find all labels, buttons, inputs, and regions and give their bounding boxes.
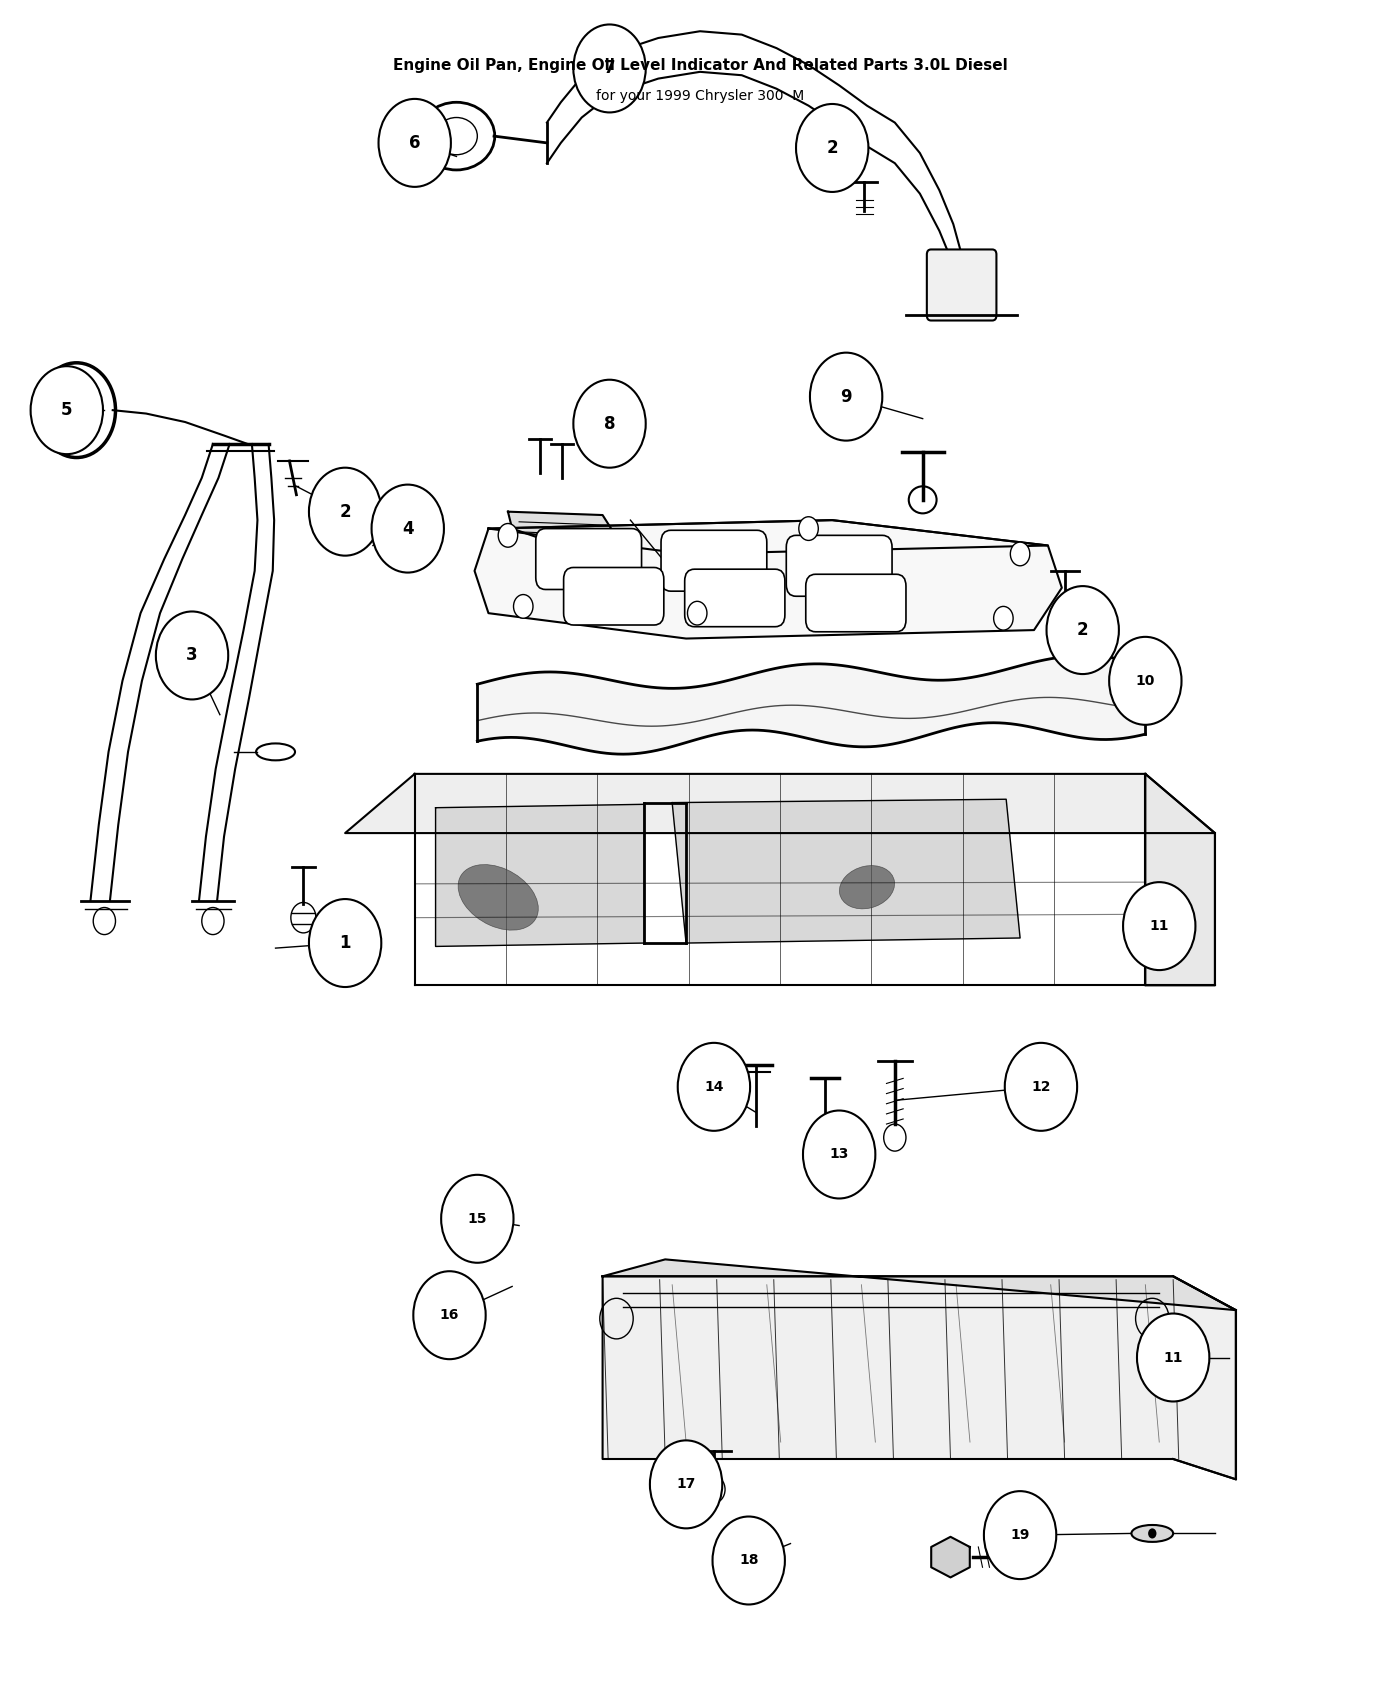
- Circle shape: [678, 1042, 750, 1130]
- Text: 9: 9: [840, 388, 853, 406]
- Text: for your 1999 Chrysler 300  M: for your 1999 Chrysler 300 M: [596, 88, 804, 102]
- Text: 11: 11: [1163, 1350, 1183, 1365]
- Text: Engine Oil Pan, Engine Oil Level Indicator And Related Parts 3.0L Diesel: Engine Oil Pan, Engine Oil Level Indicat…: [392, 58, 1008, 73]
- Text: 3: 3: [186, 646, 197, 665]
- Text: 12: 12: [1032, 1080, 1051, 1093]
- Circle shape: [371, 484, 444, 573]
- Circle shape: [1109, 638, 1182, 724]
- Circle shape: [1047, 586, 1119, 675]
- FancyBboxPatch shape: [661, 530, 767, 592]
- Text: 13: 13: [829, 1148, 848, 1161]
- Text: 1: 1: [339, 933, 351, 952]
- Text: 10: 10: [1135, 673, 1155, 689]
- Circle shape: [687, 602, 707, 626]
- Circle shape: [1011, 542, 1030, 566]
- Circle shape: [441, 1175, 514, 1263]
- Circle shape: [797, 104, 868, 192]
- Polygon shape: [477, 656, 1145, 755]
- Circle shape: [31, 366, 104, 454]
- Circle shape: [804, 1110, 875, 1198]
- Polygon shape: [508, 512, 616, 546]
- Circle shape: [155, 612, 228, 699]
- Ellipse shape: [840, 865, 895, 910]
- FancyBboxPatch shape: [564, 568, 664, 626]
- Ellipse shape: [1131, 1525, 1173, 1542]
- Circle shape: [413, 1272, 486, 1360]
- Circle shape: [984, 1491, 1056, 1579]
- Circle shape: [713, 1516, 785, 1605]
- Circle shape: [811, 352, 882, 440]
- Polygon shape: [1145, 774, 1215, 986]
- Circle shape: [650, 1440, 722, 1528]
- Text: 11: 11: [1149, 920, 1169, 933]
- Text: 7: 7: [603, 60, 616, 78]
- Polygon shape: [475, 520, 1061, 639]
- Circle shape: [309, 468, 381, 556]
- Text: 8: 8: [603, 415, 615, 434]
- Text: 2: 2: [1077, 620, 1089, 639]
- Text: 18: 18: [739, 1554, 759, 1567]
- Ellipse shape: [458, 865, 539, 930]
- Circle shape: [514, 595, 533, 619]
- Polygon shape: [602, 1260, 1236, 1311]
- FancyBboxPatch shape: [927, 250, 997, 321]
- Polygon shape: [346, 774, 1215, 833]
- Text: 14: 14: [704, 1080, 724, 1093]
- Text: 2: 2: [339, 503, 351, 520]
- FancyBboxPatch shape: [806, 575, 906, 632]
- FancyBboxPatch shape: [685, 570, 785, 627]
- Text: 2: 2: [826, 139, 839, 156]
- Circle shape: [994, 607, 1014, 631]
- Circle shape: [1005, 1042, 1077, 1130]
- Text: 5: 5: [62, 401, 73, 420]
- Polygon shape: [672, 799, 1021, 944]
- Text: 15: 15: [468, 1212, 487, 1226]
- FancyBboxPatch shape: [536, 529, 641, 590]
- Circle shape: [498, 524, 518, 547]
- Circle shape: [1148, 1528, 1156, 1538]
- Circle shape: [574, 379, 645, 468]
- Circle shape: [378, 99, 451, 187]
- Circle shape: [309, 899, 381, 988]
- Text: 6: 6: [409, 134, 420, 151]
- Polygon shape: [435, 804, 644, 947]
- Text: 17: 17: [676, 1477, 696, 1491]
- Circle shape: [1137, 1314, 1210, 1401]
- Text: 4: 4: [402, 520, 413, 537]
- Polygon shape: [931, 1537, 970, 1578]
- Text: 16: 16: [440, 1309, 459, 1323]
- Text: 19: 19: [1011, 1528, 1030, 1542]
- Circle shape: [1123, 882, 1196, 971]
- Polygon shape: [602, 1277, 1236, 1479]
- Circle shape: [574, 24, 645, 112]
- FancyBboxPatch shape: [787, 536, 892, 597]
- Circle shape: [799, 517, 818, 541]
